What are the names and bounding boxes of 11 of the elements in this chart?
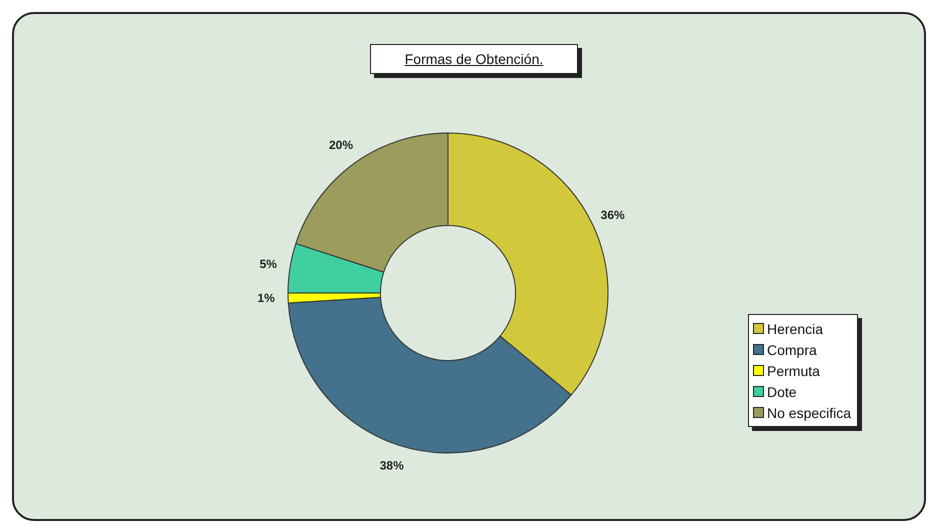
- data-label: 5%: [260, 256, 278, 271]
- chart-title: Formas de Obtención.: [370, 44, 578, 74]
- legend-label: Dote: [767, 384, 797, 400]
- data-label: 20%: [329, 138, 354, 152]
- legend-label: Permuta: [767, 362, 820, 378]
- data-label: 38%: [380, 458, 404, 472]
- legend-label: Herencia: [767, 320, 824, 336]
- data-label: 1%: [257, 291, 276, 306]
- legend-label: No especifica: [767, 404, 852, 420]
- legend-label: Compra: [767, 342, 817, 358]
- data-label: 36%: [600, 208, 626, 222]
